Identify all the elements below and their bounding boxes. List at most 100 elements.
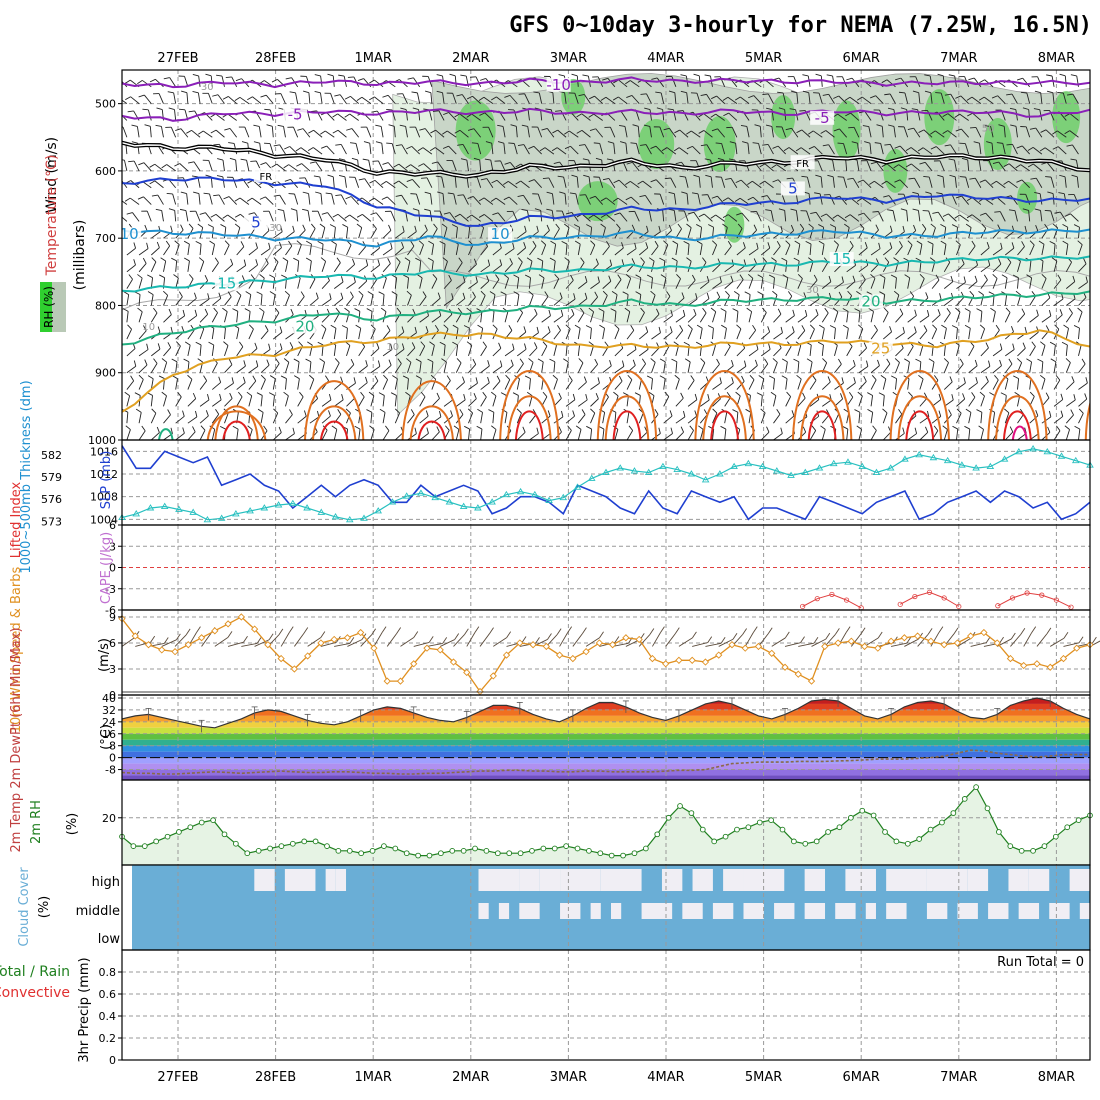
wind-barb	[468, 398, 477, 407]
wind-barb-flag	[293, 358, 300, 363]
wind-barb	[980, 412, 983, 424]
wind-barb	[809, 361, 813, 373]
wind-barb	[703, 113, 713, 121]
wind-barb-flag	[166, 192, 173, 195]
wind-barb	[452, 93, 457, 104]
t2m-band	[122, 727, 1090, 734]
wind-barb-flag	[289, 91, 296, 94]
wind-barb-flag	[898, 408, 903, 415]
wind-barb	[1017, 378, 1020, 390]
rh-humid-blob	[577, 181, 618, 222]
wind-barb	[1078, 227, 1080, 239]
thickness-marker	[445, 498, 454, 505]
wind-barb-flag	[478, 197, 485, 202]
wind-barb-flag	[986, 241, 990, 248]
wind-barb	[889, 144, 896, 155]
wind-barb	[453, 193, 457, 205]
thickness-marker	[431, 493, 439, 501]
wind-barb-flag	[907, 240, 913, 246]
wind-barb-flag	[625, 196, 632, 201]
wind-barb-flag	[183, 240, 190, 245]
wind-barb-flag	[420, 341, 426, 347]
wind-barb-flag	[794, 240, 801, 245]
wind-barb	[500, 160, 506, 172]
wind-barb	[736, 412, 739, 424]
wind-barb	[402, 93, 408, 104]
wind-barb	[175, 378, 178, 390]
wind-barb-flag	[522, 426, 526, 433]
wind-barb	[1012, 144, 1018, 155]
wind-barb	[168, 178, 177, 189]
wind-barb	[614, 412, 617, 424]
wind-barb	[307, 210, 311, 222]
wind-barb	[631, 95, 640, 104]
wind-barb-flag	[536, 326, 539, 333]
wind-barb-flag	[178, 291, 183, 297]
wind-barb	[893, 126, 896, 138]
wind-barb-flag	[275, 358, 280, 364]
wind-barb-flag	[239, 341, 244, 348]
t2m-band	[122, 745, 1090, 752]
wind-barb	[666, 147, 677, 155]
wind-barb	[244, 126, 250, 138]
wind-barb	[626, 278, 632, 289]
wind-barb-flag	[231, 377, 234, 384]
wind-barb-flag	[675, 161, 682, 165]
wind-barb-flag	[439, 410, 442, 417]
wind-barb-flag	[528, 179, 535, 183]
wind-barb	[1065, 414, 1074, 424]
rh-legend-swatch-green	[40, 282, 52, 332]
wind-barb	[504, 248, 515, 256]
wind-barb-flag	[925, 292, 929, 299]
wind-barb	[919, 345, 924, 357]
wind-barb	[996, 197, 1006, 205]
wind-barb	[302, 128, 311, 138]
wind-barb	[258, 126, 262, 138]
wind-barb	[821, 262, 829, 273]
wind-barb	[1065, 227, 1069, 239]
wind-barb-flag	[143, 325, 147, 331]
wind10-barb-flag	[413, 631, 419, 638]
wind-barb-flag	[216, 175, 223, 178]
wind-barb-flag	[833, 240, 839, 246]
wind-barb-flag	[716, 291, 721, 298]
wind-barb	[980, 264, 991, 273]
wind-barb-flag	[739, 274, 744, 280]
wind-barb-flag	[284, 178, 291, 182]
wind-barb-flag	[818, 324, 825, 329]
wind-barb-flag	[256, 291, 263, 295]
wind-barb-flag	[640, 144, 647, 146]
wind-barb	[752, 180, 762, 189]
wind-barb	[407, 295, 412, 306]
wind-barb	[578, 399, 588, 407]
wind-barb	[382, 230, 392, 239]
wind-barb	[455, 244, 459, 256]
wind-barb-flag	[1010, 124, 1017, 127]
contour-label-bg	[122, 227, 142, 242]
wind-barb	[1029, 378, 1032, 390]
wind-barb	[712, 412, 718, 424]
wind-barb-flag	[574, 324, 581, 329]
wind10-marker	[1006, 654, 1015, 663]
lifted-index-marker	[926, 589, 933, 595]
wind-barb-flag	[757, 291, 763, 295]
wind-barb	[1073, 194, 1079, 205]
wind-barb-flag	[664, 177, 671, 180]
wind-barb-flag	[253, 141, 260, 144]
wind-barb	[560, 110, 567, 121]
rh2m-marker	[620, 852, 626, 859]
wind-barb-flag	[183, 358, 190, 363]
wind-barb-flag	[893, 257, 899, 262]
wind-barb-flag	[848, 392, 854, 398]
wind-barb	[407, 277, 409, 289]
wind-barb	[944, 298, 954, 306]
wind10-marker	[211, 627, 219, 635]
isotherm-line	[122, 290, 1090, 346]
cloud-high-gap	[926, 869, 968, 891]
lifted-index-marker	[829, 591, 835, 598]
wind-barb	[211, 413, 220, 424]
wind-barb	[819, 193, 823, 205]
rh2m-marker	[939, 819, 945, 826]
wind-barb-flag	[712, 408, 718, 414]
wind-barb	[394, 294, 398, 306]
